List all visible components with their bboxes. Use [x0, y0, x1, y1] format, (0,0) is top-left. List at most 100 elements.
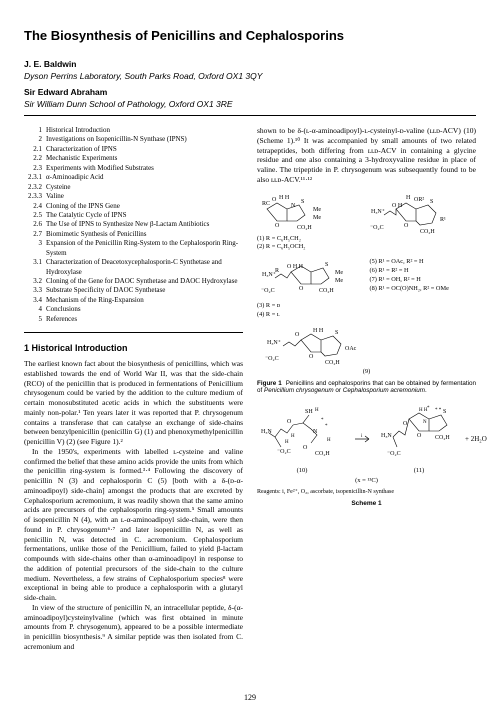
svg-text:OAc: OAc: [345, 346, 357, 352]
svg-text:S: S: [443, 409, 446, 415]
two-column-layout: 1Historical Introduction2Investigations …: [24, 126, 476, 652]
label-9: (9): [257, 368, 476, 376]
affiliation-1: Dyson Perrins Laboratory, South Parks Ro…: [24, 71, 476, 81]
svg-text:*: *: [325, 424, 328, 429]
svg-text:H₃N⁺: H₃N⁺: [267, 339, 281, 346]
r-label-6: (6) R¹ = R² = H: [370, 267, 477, 276]
toc-entry: 3.4Mechanism of the Ring-Expansion: [24, 296, 243, 305]
structure-11: S H H * * * H₃N ⁻O₂C O O CO₂H N: [379, 403, 459, 475]
svg-text:CO₂H: CO₂H: [319, 288, 334, 294]
svg-text:H: H: [285, 440, 289, 445]
structure-penicillin-n: S Me Me H₃N⁺ ⁻O₂C R O CO₂H O H H: [257, 254, 364, 320]
toc-entry: 2.3.2Cysteine: [24, 183, 243, 192]
svg-text:OR²: OR²: [414, 197, 424, 203]
toc-entry: 2.3Experiments with Modified Substrates: [24, 164, 243, 173]
svg-text:O: O: [309, 354, 314, 360]
svg-text:Me: Me: [335, 278, 343, 284]
author-2: Sir Edward Abraham: [24, 87, 476, 97]
svg-text:SH: SH: [305, 409, 313, 415]
svg-text:H₃N⁺: H₃N⁺: [371, 208, 385, 215]
svg-text:⁻O₂C: ⁻O₂C: [265, 356, 279, 362]
svg-text:⁻O₂C: ⁻O₂C: [261, 288, 275, 294]
r-label-3: (3) R = ᴅ: [257, 302, 364, 311]
svg-text:Me: Me: [335, 270, 343, 276]
toc-entry: 3.3Substrate Specificity of DAOC Synthet…: [24, 286, 243, 295]
toc-entry: 3.2Cloning of the Gene for DAOC Syntheta…: [24, 277, 243, 286]
svg-text:S: S: [335, 330, 338, 336]
svg-text:H H: H H: [279, 195, 290, 201]
svg-text:Me: Me: [313, 215, 321, 221]
structure-9-block: S H H H₃N⁺ ⁻O₂C O OAc CO₂H O (9): [257, 322, 476, 376]
svg-text:⁻O₂C: ⁻O₂C: [387, 451, 401, 457]
affiliation-2: Sir William Dunn School of Pathology, Ox…: [24, 99, 476, 109]
svg-text:R: R: [275, 268, 279, 274]
svg-text:H H: H H: [313, 328, 324, 334]
svg-text:N: N: [291, 203, 296, 209]
toc-entry: 3Expansion of the Penicillin Ring-System…: [24, 239, 243, 258]
svg-text:* *: * *: [435, 408, 442, 413]
svg-text:⁻O₂C: ⁻O₂C: [370, 225, 384, 231]
paragraph-3: In view of the structure of penicillin N…: [24, 603, 243, 652]
svg-text:O: O: [303, 445, 308, 451]
svg-text:R¹: R¹: [440, 217, 446, 223]
svg-text:CO₂H: CO₂H: [325, 360, 340, 366]
structure-cephalosporin-generic: S OR² H H₃N⁺ ⁻O₂C O R¹ CO₂H O H: [366, 191, 476, 237]
water-product: + 2H₂O: [465, 435, 499, 443]
toc-entry: 2.5The Catalytic Cycle of IPNS: [24, 211, 243, 220]
svg-text:S: S: [301, 199, 304, 205]
svg-text:⁻O₂C: ⁻O₂C: [277, 449, 291, 455]
svg-text:H: H: [327, 438, 331, 443]
r-labels-ceph: (5) R¹ = OAc, R² = H (6) R¹ = R² = H (7)…: [370, 254, 477, 293]
svg-text:O: O: [403, 421, 408, 427]
svg-text:i: i: [361, 434, 363, 439]
left-column: 1Historical Introduction2Investigations …: [24, 126, 243, 652]
svg-text:Me: Me: [313, 207, 321, 213]
r-label-5: (5) R¹ = OAc, R² = H: [370, 258, 477, 267]
divider-toc: [24, 332, 243, 333]
svg-text:O: O: [275, 223, 280, 229]
svg-text:*: *: [321, 418, 324, 423]
svg-text:S: S: [325, 262, 328, 268]
right-column: shown to be δ-(ʟ-α-aminoadipoyl)-ʟ-cyste…: [257, 126, 476, 652]
r-label-7: (7) R¹ = OH, R² = H: [370, 276, 477, 285]
svg-text:CO₂H: CO₂H: [297, 225, 312, 231]
svg-text:H: H: [315, 408, 319, 413]
svg-text:H: H: [406, 195, 411, 201]
reaction-arrow: i: [353, 433, 373, 445]
table-of-contents: 1Historical Introduction2Investigations …: [24, 126, 243, 324]
svg-text:CO₂H: CO₂H: [315, 451, 330, 457]
svg-text:H₃N: H₃N: [381, 433, 392, 439]
divider-top: [24, 115, 476, 116]
svg-text:O: O: [404, 223, 409, 229]
r-label-8: (8) R¹ = OC(O)NH₂, R² = OMe: [370, 285, 477, 294]
toc-entry: 2.4Cloning of the IPNS Gene: [24, 202, 243, 211]
r-label-2: (2) R = C₆H₅OCH₂: [257, 243, 360, 252]
scheme-1-label: Scheme 1: [257, 500, 476, 508]
structure-penicillin-generic: RC O H H S Me Me O CO₂H N (1) R = C₆H₅CH: [257, 191, 360, 253]
svg-text:O: O: [299, 286, 304, 292]
reagents-line: Reagents: i, Fe²⁺, O₂, ascorbate, isopen…: [257, 489, 476, 496]
svg-text:CO₂H: CO₂H: [420, 229, 435, 235]
svg-text:S: S: [430, 199, 433, 205]
structure-9: S H H H₃N⁺ ⁻O₂C O OAc CO₂H O: [257, 322, 387, 368]
label-11: (11): [379, 467, 459, 475]
svg-text:*: *: [427, 406, 430, 411]
toc-entry: 2.1Characterization of IPNS: [24, 145, 243, 154]
svg-text:H: H: [291, 434, 295, 439]
toc-entry: 2.3.3Valine: [24, 192, 243, 201]
paragraph-2: In the 1950's, experiments with labelled…: [24, 447, 243, 603]
svg-text:N: N: [423, 420, 427, 425]
toc-entry: 2.3.1α-Aminoadipic Acid: [24, 173, 243, 182]
svg-text:O H: O H: [392, 203, 403, 209]
label-10: (10): [257, 467, 347, 475]
toc-entry: 3.1Characterization of Deacetoxycephalos…: [24, 258, 243, 277]
svg-text:O: O: [287, 419, 292, 425]
paragraph-col2: shown to be δ-(ʟ-α-aminoadipoyl)-ʟ-cyste…: [257, 126, 476, 185]
toc-entry: 2.6The Use of IPNS to Synthesize New β-L…: [24, 220, 243, 229]
svg-text:CO₂H: CO₂H: [435, 435, 450, 441]
structure-10: SH H O N * * H H₃N ⁻O₂C: [257, 403, 347, 475]
svg-text:O: O: [272, 197, 277, 203]
svg-text:H₃N⁺: H₃N⁺: [262, 271, 276, 278]
toc-entry: 2.2Mechanistic Experiments: [24, 154, 243, 163]
toc-entry: 2.7Biomimetic Synthesis of Penicillins: [24, 230, 243, 239]
